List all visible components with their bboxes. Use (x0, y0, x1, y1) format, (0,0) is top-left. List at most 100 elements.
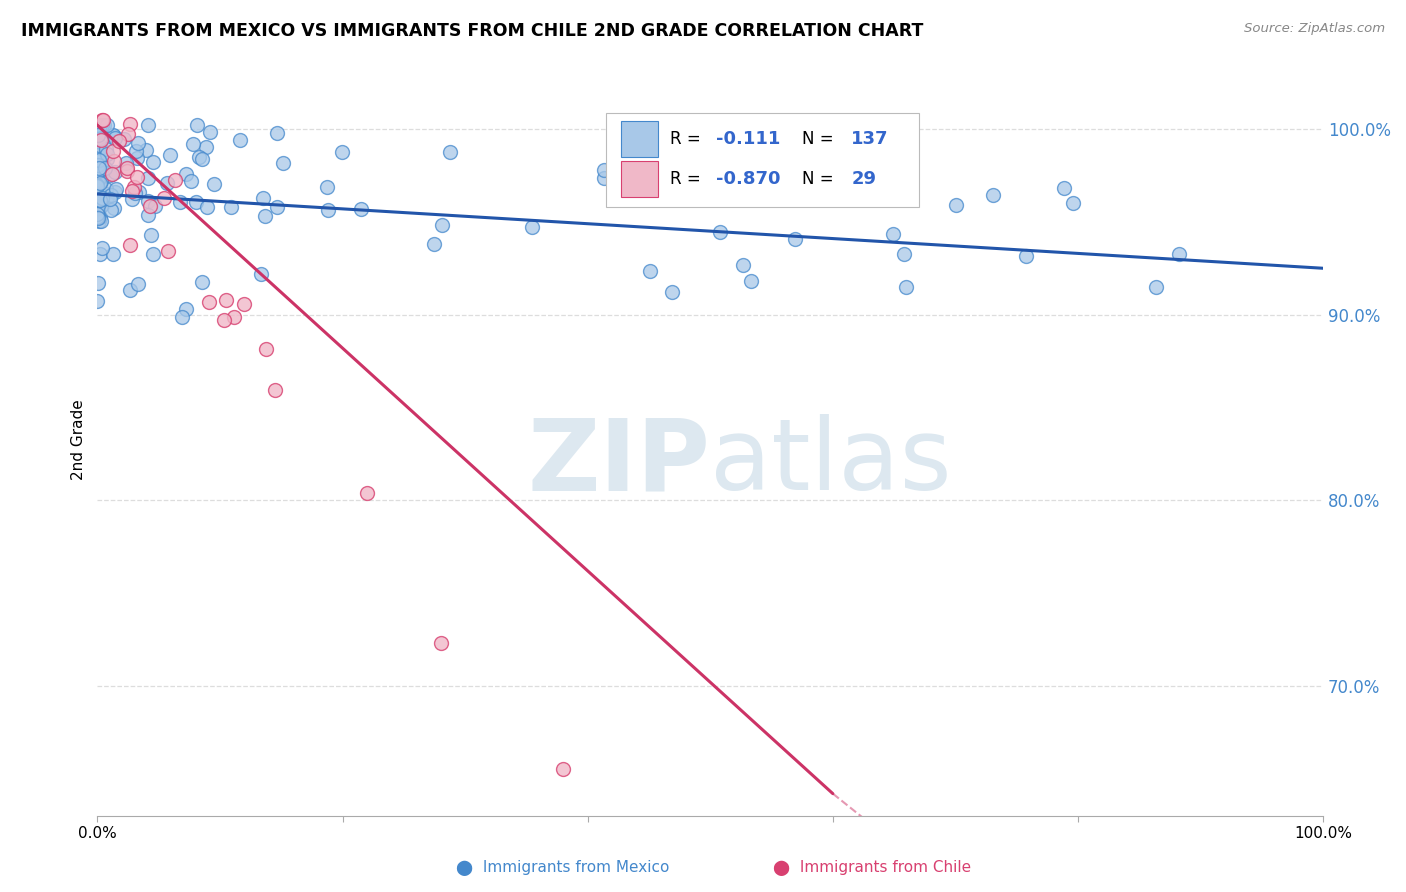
Point (429, 636, 451, 650)
Point (139, 198, 162, 212)
Point (266, 200, 288, 214)
Point (86, 173, 108, 187)
Text: ZIP: ZIP (527, 414, 710, 511)
Point (740, 274, 762, 288)
Point (136, 194, 159, 208)
Point (315, 180, 337, 194)
Point (222, 310, 245, 324)
Y-axis label: 2nd Grade: 2nd Grade (72, 400, 86, 481)
Point (212, 312, 235, 326)
Point (96, 142, 118, 156)
Point (981, 188, 1004, 202)
Point (136, 171, 159, 186)
Point (86, 147, 108, 161)
Point (115, 164, 138, 178)
Point (174, 167, 197, 181)
Point (1144, 280, 1167, 294)
Point (89, 176, 111, 190)
Bar (621, 121, 658, 157)
Point (553, 763, 575, 777)
Text: IMMIGRANTS FROM MEXICO VS IMMIGRANTS FROM CHILE 2ND GRADE CORRELATION CHART: IMMIGRANTS FROM MEXICO VS IMMIGRANTS FRO… (21, 22, 924, 40)
Point (115, 156, 138, 170)
Point (271, 156, 294, 170)
Text: atlas: atlas (710, 414, 952, 511)
Point (143, 199, 166, 213)
Point (127, 277, 149, 291)
Point (180, 174, 202, 188)
Point (90, 214, 112, 228)
Point (89, 141, 111, 155)
Point (108, 134, 131, 148)
Point (93, 186, 115, 200)
Point (229, 132, 252, 146)
Point (90, 118, 112, 132)
Point (522, 219, 544, 234)
Point (200, 125, 222, 139)
Point (103, 201, 125, 215)
Point (112, 132, 135, 146)
Point (169, 195, 191, 210)
Point (118, 117, 141, 131)
Point (125, 151, 148, 165)
Point (356, 486, 378, 500)
Point (89, 138, 111, 153)
Point (156, 176, 179, 190)
Point (188, 150, 211, 164)
Point (159, 148, 181, 162)
Point (191, 152, 214, 166)
Point (135, 143, 157, 157)
Point (87, 158, 110, 172)
Point (87, 137, 110, 152)
Text: N =: N = (803, 130, 834, 148)
Text: -0.111: -0.111 (717, 130, 780, 148)
Text: 29: 29 (851, 170, 876, 188)
Point (263, 384, 285, 398)
Text: 137: 137 (851, 130, 889, 148)
Point (120, 284, 142, 298)
Point (94, 161, 117, 175)
Point (91, 197, 114, 211)
FancyBboxPatch shape (606, 113, 918, 207)
Point (96, 182, 118, 196)
Point (124, 186, 146, 200)
Point (100, 202, 122, 217)
Point (232, 297, 254, 311)
Point (104, 182, 127, 196)
Point (90, 133, 112, 147)
Point (96, 152, 118, 166)
Point (89, 132, 111, 146)
Point (90, 241, 112, 255)
Point (593, 162, 616, 177)
Point (1062, 196, 1084, 211)
Point (89, 193, 111, 207)
Point (153, 191, 176, 205)
Point (115, 161, 138, 175)
Point (204, 178, 226, 192)
Point (142, 154, 165, 169)
Point (87, 173, 110, 187)
Point (195, 139, 218, 153)
Point (90, 112, 112, 127)
Text: R =: R = (669, 170, 706, 188)
Point (1053, 181, 1076, 195)
Point (785, 232, 807, 246)
Point (103, 128, 125, 142)
Point (86, 141, 108, 155)
Point (172, 310, 194, 324)
Point (163, 173, 186, 187)
Point (142, 246, 165, 260)
Point (86, 294, 108, 309)
Point (89, 193, 111, 207)
Point (893, 247, 915, 261)
Point (894, 279, 917, 293)
Point (86, 199, 108, 213)
Point (661, 285, 683, 300)
Point (945, 198, 967, 212)
Point (86, 207, 108, 221)
Point (87, 161, 110, 175)
Point (104, 185, 127, 199)
Point (86, 148, 108, 162)
Point (316, 202, 339, 217)
Point (249, 267, 271, 281)
Text: ⬤  Immigrants from Chile: ⬤ Immigrants from Chile (773, 860, 970, 876)
